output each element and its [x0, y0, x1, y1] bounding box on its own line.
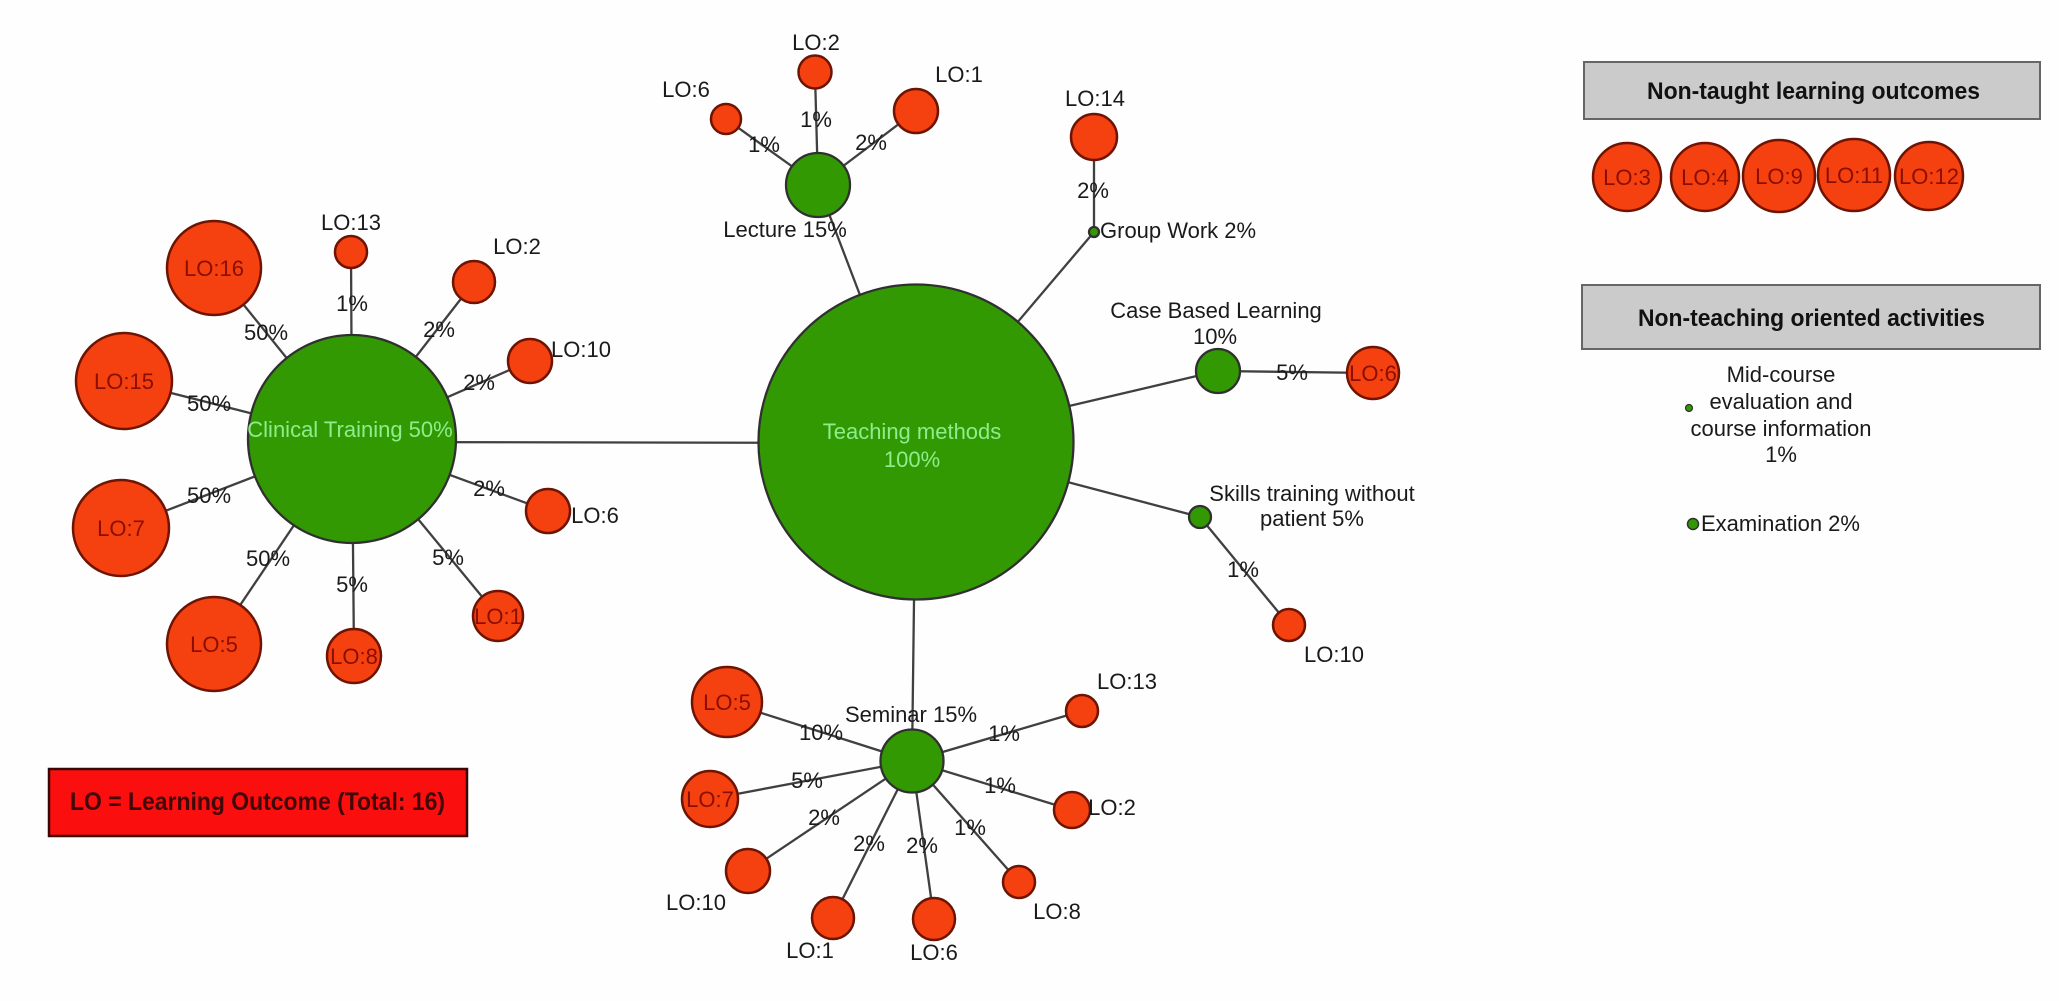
svg-text:Group Work 2%: Group Work 2%: [1100, 218, 1256, 243]
svg-text:LO:9: LO:9: [1755, 164, 1803, 189]
svg-text:LO:13: LO:13: [1097, 669, 1157, 694]
svg-text:LO:3: LO:3: [1603, 165, 1651, 190]
svg-text:10%: 10%: [1193, 324, 1237, 349]
svg-text:2%: 2%: [1077, 178, 1109, 203]
svg-text:2%: 2%: [423, 317, 455, 342]
svg-text:LO:4: LO:4: [1681, 165, 1729, 190]
svg-text:10%: 10%: [799, 720, 843, 745]
svg-text:LO:6: LO:6: [662, 77, 710, 102]
svg-text:1%: 1%: [748, 132, 780, 157]
svg-text:patient 5%: patient 5%: [1260, 506, 1364, 531]
svg-text:5%: 5%: [1276, 360, 1308, 385]
svg-text:100%: 100%: [884, 447, 940, 472]
svg-text:LO:2: LO:2: [792, 30, 840, 55]
svg-text:50%: 50%: [187, 391, 231, 416]
svg-text:LO:12: LO:12: [1899, 164, 1959, 189]
svg-text:LO = Learning Outcome (Total:: LO = Learning Outcome (Total: 16): [70, 788, 445, 816]
svg-text:course information: course information: [1691, 416, 1872, 441]
svg-text:LO:5: LO:5: [703, 690, 751, 715]
svg-text:Non-taught learning outcomes: Non-taught learning outcomes: [1647, 78, 1980, 105]
svg-text:50%: 50%: [244, 320, 288, 345]
svg-text:Lecture 15%: Lecture 15%: [723, 217, 847, 242]
svg-text:LO:14: LO:14: [1065, 86, 1125, 111]
svg-text:1%: 1%: [800, 107, 832, 132]
svg-text:evaluation and: evaluation and: [1709, 389, 1852, 414]
svg-text:1%: 1%: [1765, 442, 1797, 467]
svg-text:LO:13: LO:13: [321, 210, 381, 235]
svg-text:LO:7: LO:7: [97, 516, 145, 541]
svg-text:LO:1: LO:1: [935, 62, 983, 87]
svg-text:Clinical Training 50%: Clinical Training 50%: [247, 417, 452, 442]
svg-text:LO:7: LO:7: [686, 787, 734, 812]
svg-text:LO:6: LO:6: [910, 940, 958, 965]
svg-text:5%: 5%: [791, 768, 823, 793]
svg-text:LO:2: LO:2: [1088, 795, 1136, 820]
svg-text:LO:15: LO:15: [94, 369, 154, 394]
svg-text:2%: 2%: [906, 833, 938, 858]
svg-text:Case Based Learning: Case Based Learning: [1110, 298, 1322, 323]
svg-text:Non-teaching oriented activiti: Non-teaching oriented activities: [1638, 305, 1985, 332]
svg-text:LO:1: LO:1: [474, 604, 522, 629]
svg-text:LO:16: LO:16: [184, 256, 244, 281]
svg-text:LO:8: LO:8: [1033, 899, 1081, 924]
svg-text:Teaching methods: Teaching methods: [823, 419, 1002, 444]
svg-text:LO:2: LO:2: [493, 234, 541, 259]
svg-text:LO:10: LO:10: [666, 890, 726, 915]
svg-text:1%: 1%: [1227, 557, 1259, 582]
svg-text:LO:11: LO:11: [1825, 163, 1883, 188]
svg-text:2%: 2%: [463, 370, 495, 395]
svg-text:50%: 50%: [187, 483, 231, 508]
svg-text:1%: 1%: [984, 773, 1016, 798]
svg-text:1%: 1%: [336, 291, 368, 316]
svg-text:Examination 2%: Examination 2%: [1701, 511, 1860, 536]
svg-text:Skills training without: Skills training without: [1209, 481, 1414, 506]
svg-text:1%: 1%: [954, 815, 986, 840]
svg-text:1%: 1%: [988, 721, 1020, 746]
svg-text:LO:5: LO:5: [190, 632, 238, 657]
svg-text:2%: 2%: [808, 805, 840, 830]
svg-text:5%: 5%: [432, 545, 464, 570]
svg-text:LO:10: LO:10: [551, 337, 611, 362]
svg-text:2%: 2%: [473, 476, 505, 501]
svg-text:5%: 5%: [336, 572, 368, 597]
svg-text:Seminar 15%: Seminar 15%: [845, 702, 977, 727]
svg-text:LO:10: LO:10: [1304, 642, 1364, 667]
svg-text:LO:1: LO:1: [786, 938, 834, 963]
svg-text:50%: 50%: [246, 546, 290, 571]
svg-text:Mid-course: Mid-course: [1727, 362, 1836, 387]
svg-text:LO:6: LO:6: [571, 503, 619, 528]
svg-text:2%: 2%: [855, 130, 887, 155]
svg-text:2%: 2%: [853, 831, 885, 856]
svg-text:LO:8: LO:8: [330, 644, 378, 669]
svg-text:LO:6: LO:6: [1349, 361, 1397, 386]
